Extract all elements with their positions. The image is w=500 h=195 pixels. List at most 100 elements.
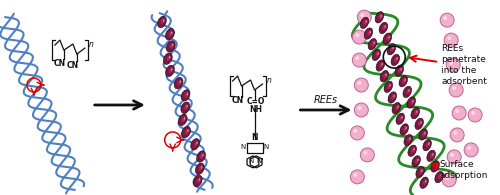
- Circle shape: [358, 106, 362, 110]
- Ellipse shape: [379, 62, 383, 68]
- Circle shape: [449, 83, 463, 97]
- Ellipse shape: [196, 151, 205, 162]
- Ellipse shape: [436, 164, 438, 167]
- Circle shape: [358, 81, 362, 85]
- Ellipse shape: [186, 93, 188, 95]
- Ellipse shape: [410, 99, 414, 105]
- Ellipse shape: [186, 105, 188, 108]
- Circle shape: [350, 126, 364, 140]
- Ellipse shape: [386, 74, 387, 76]
- Ellipse shape: [415, 118, 424, 129]
- Circle shape: [358, 10, 372, 24]
- Ellipse shape: [382, 25, 386, 30]
- Ellipse shape: [418, 121, 422, 126]
- Ellipse shape: [199, 178, 200, 181]
- Ellipse shape: [432, 153, 434, 156]
- Ellipse shape: [178, 114, 187, 126]
- Ellipse shape: [417, 159, 418, 161]
- Ellipse shape: [372, 41, 376, 46]
- Ellipse shape: [182, 116, 186, 122]
- Ellipse shape: [168, 31, 173, 36]
- Ellipse shape: [406, 89, 410, 94]
- Ellipse shape: [420, 121, 422, 124]
- Ellipse shape: [170, 43, 173, 49]
- Text: REEs
penetrate
into the
adsorbent: REEs penetrate into the adsorbent: [441, 44, 487, 86]
- Ellipse shape: [383, 73, 387, 78]
- Ellipse shape: [394, 95, 395, 98]
- Ellipse shape: [374, 42, 375, 44]
- Ellipse shape: [174, 77, 183, 89]
- Ellipse shape: [419, 169, 423, 174]
- Text: N: N: [240, 144, 246, 150]
- Ellipse shape: [200, 153, 204, 159]
- Circle shape: [464, 143, 478, 157]
- Text: REEs: REEs: [314, 95, 338, 105]
- Ellipse shape: [196, 142, 198, 144]
- Ellipse shape: [390, 84, 391, 87]
- Ellipse shape: [434, 163, 438, 169]
- Ellipse shape: [427, 150, 436, 161]
- Ellipse shape: [163, 19, 164, 22]
- Ellipse shape: [384, 81, 392, 92]
- Text: CN: CN: [67, 61, 79, 70]
- Ellipse shape: [161, 19, 165, 24]
- Ellipse shape: [169, 56, 170, 59]
- Circle shape: [471, 111, 475, 115]
- Circle shape: [446, 58, 460, 72]
- Ellipse shape: [413, 148, 414, 151]
- Ellipse shape: [368, 30, 372, 36]
- Circle shape: [468, 108, 482, 122]
- Ellipse shape: [187, 129, 188, 132]
- Ellipse shape: [184, 92, 188, 98]
- Text: C=O: C=O: [246, 97, 264, 106]
- Ellipse shape: [407, 97, 416, 108]
- Ellipse shape: [194, 141, 198, 146]
- Ellipse shape: [376, 60, 384, 71]
- Text: N: N: [264, 144, 269, 150]
- Ellipse shape: [172, 44, 174, 46]
- Ellipse shape: [360, 17, 368, 28]
- Ellipse shape: [392, 47, 394, 49]
- Ellipse shape: [384, 25, 386, 28]
- Ellipse shape: [378, 14, 382, 20]
- Text: n: n: [266, 76, 272, 85]
- Ellipse shape: [416, 166, 424, 178]
- Circle shape: [444, 16, 447, 20]
- Circle shape: [354, 103, 368, 117]
- Ellipse shape: [412, 156, 420, 167]
- Circle shape: [450, 153, 454, 157]
- Text: N: N: [248, 158, 253, 164]
- Ellipse shape: [408, 145, 416, 156]
- Circle shape: [450, 128, 464, 142]
- Circle shape: [448, 36, 451, 40]
- Ellipse shape: [171, 68, 172, 71]
- Circle shape: [467, 146, 471, 150]
- Ellipse shape: [395, 105, 399, 110]
- Ellipse shape: [400, 68, 402, 71]
- Ellipse shape: [402, 116, 403, 119]
- Ellipse shape: [435, 171, 444, 183]
- Ellipse shape: [394, 57, 398, 62]
- Ellipse shape: [169, 67, 173, 73]
- Ellipse shape: [395, 65, 404, 76]
- Ellipse shape: [423, 139, 432, 151]
- Circle shape: [449, 61, 453, 65]
- Ellipse shape: [181, 102, 190, 113]
- Circle shape: [444, 33, 458, 47]
- Text: CN: CN: [54, 59, 66, 68]
- Circle shape: [453, 131, 457, 135]
- Ellipse shape: [164, 53, 172, 64]
- Ellipse shape: [415, 158, 419, 164]
- Ellipse shape: [438, 174, 442, 179]
- Ellipse shape: [184, 104, 188, 110]
- Ellipse shape: [198, 165, 203, 171]
- Circle shape: [455, 109, 459, 113]
- Ellipse shape: [400, 124, 408, 135]
- Ellipse shape: [180, 80, 181, 83]
- Ellipse shape: [166, 65, 174, 77]
- Ellipse shape: [421, 169, 422, 172]
- Ellipse shape: [194, 175, 202, 187]
- Circle shape: [354, 173, 358, 177]
- Ellipse shape: [166, 28, 174, 40]
- Ellipse shape: [386, 35, 390, 41]
